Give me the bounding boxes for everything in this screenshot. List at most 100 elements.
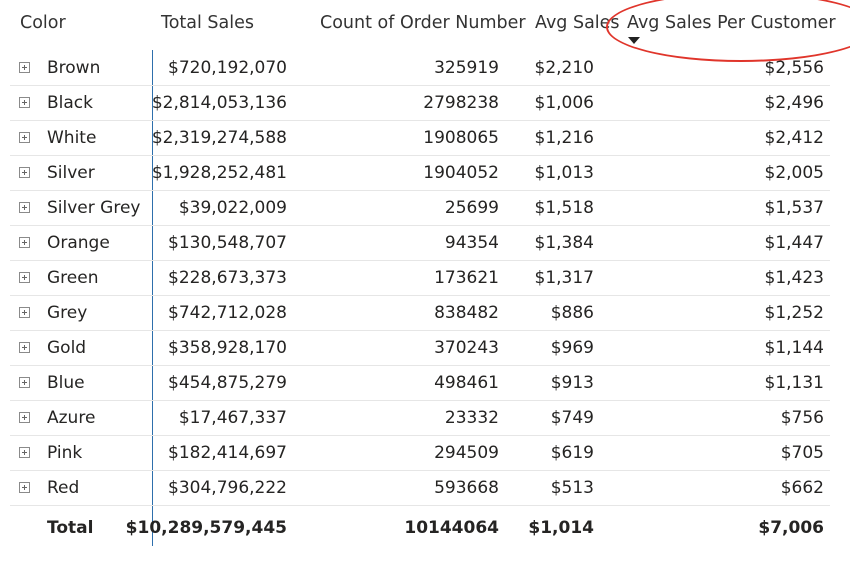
cell-avg-per-customer: $2,496 [764,93,824,113]
row-separator [10,85,830,86]
expand-plus-icon[interactable] [19,447,30,458]
row-separator [10,120,830,121]
total-row: Total $10,289,579,445 10144064 $1,014 $7… [0,511,830,546]
cell-count: 23332 [444,408,499,428]
row-separator [10,505,830,506]
cell-count: 593668 [434,478,499,498]
row-separator [10,225,830,226]
expand-plus-icon[interactable] [19,62,30,73]
header-color[interactable]: Color [20,12,66,33]
cell-count: 94354 [444,233,499,253]
table-row: Silver $1,928,252,481 1904052 $1,013 $2,005 [0,156,830,191]
row-separator [10,295,830,296]
cell-color: Azure [47,408,96,428]
expand-plus-icon[interactable] [19,202,30,213]
cell-count: 325919 [434,58,499,78]
cell-count: 1904052 [423,163,499,183]
expand-plus-icon[interactable] [19,167,30,178]
cell-total-sales: $2,814,053,136 [151,93,287,113]
cell-color: Silver [47,163,95,183]
cell-total-sales: $39,022,009 [178,198,287,218]
cell-avg-per-customer: $1,252 [764,303,824,323]
row-separator [10,155,830,156]
table-row: Orange $130,548,707 94354 $1,384 $1,447 [0,226,830,261]
cell-count: 294509 [434,443,499,463]
table-row: Green $228,673,373 173621 $1,317 $1,423 [0,261,830,296]
total-avg-per-customer-value: $7,006 [758,518,824,538]
cell-total-sales: $130,548,707 [168,233,287,253]
cell-color: Black [47,93,93,113]
column-divider [152,50,153,546]
cell-avg-per-customer: $2,005 [764,163,824,183]
cell-color: Red [47,478,80,498]
cell-avg-sales: $969 [550,338,594,358]
cell-avg-per-customer: $756 [780,408,824,428]
cell-total-sales: $358,928,170 [168,338,287,358]
cell-avg-sales: $2,210 [534,58,594,78]
table-row: Red $304,796,222 593668 $513 $662 [0,471,830,506]
cell-avg-sales: $513 [550,478,594,498]
cell-total-sales: $2,319,274,588 [151,128,287,148]
cell-color: Green [47,268,99,288]
table-row: Azure $17,467,337 23332 $749 $756 [0,401,830,436]
expand-plus-icon[interactable] [19,237,30,248]
cell-color: Gold [47,338,87,358]
expand-plus-icon[interactable] [19,307,30,318]
cell-count: 1908065 [423,128,499,148]
cell-avg-per-customer: $1,131 [764,373,824,393]
cell-avg-sales: $1,317 [534,268,594,288]
table-row: Blue $454,875,279 498461 $913 $1,131 [0,366,830,401]
cell-count: 173621 [434,268,499,288]
cell-color: Brown [47,58,101,78]
cell-count: 838482 [434,303,499,323]
expand-plus-icon[interactable] [19,342,30,353]
cell-count: 2798238 [423,93,499,113]
cell-avg-sales: $1,518 [534,198,594,218]
cell-avg-sales: $1,216 [534,128,594,148]
row-separator [10,365,830,366]
cell-avg-per-customer: $1,447 [764,233,824,253]
cell-avg-sales: $1,013 [534,163,594,183]
expand-plus-icon[interactable] [19,97,30,108]
cell-total-sales: $742,712,028 [168,303,287,323]
cell-total-sales: $182,414,697 [168,443,287,463]
cell-avg-per-customer: $662 [780,478,824,498]
header-count-of-order-number[interactable]: Count of Order Number [320,12,526,33]
cell-avg-per-customer: $705 [780,443,824,463]
cell-avg-sales: $913 [550,373,594,393]
cell-color: Silver Grey [47,198,141,218]
cell-avg-sales: $1,384 [534,233,594,253]
cell-avg-per-customer: $1,537 [764,198,824,218]
row-separator [10,470,830,471]
cell-total-sales: $17,467,337 [178,408,287,428]
cell-count: 370243 [434,338,499,358]
table-row: White $2,319,274,588 1908065 $1,216 $2,412 [0,121,830,156]
cell-color: Pink [47,443,83,463]
expand-plus-icon[interactable] [19,132,30,143]
expand-plus-icon[interactable] [19,482,30,493]
table-row: Pink $182,414,697 294509 $619 $705 [0,436,830,471]
expand-plus-icon[interactable] [19,412,30,423]
row-separator [10,400,830,401]
total-avg-sales-value: $1,014 [528,518,594,538]
red-highlight-ellipse [606,0,850,62]
cell-count: 25699 [444,198,499,218]
expand-plus-icon[interactable] [19,272,30,283]
cell-count: 498461 [434,373,499,393]
table-row: Gold $358,928,170 370243 $969 $1,144 [0,331,830,366]
table-row: Silver Grey $39,022,009 25699 $1,518 $1,537 [0,191,830,226]
cell-total-sales: $304,796,222 [168,478,287,498]
cell-total-sales: $454,875,279 [168,373,287,393]
cell-color: Orange [47,233,110,253]
expand-plus-icon[interactable] [19,377,30,388]
cell-avg-per-customer: $1,423 [764,268,824,288]
cell-avg-sales: $1,006 [534,93,594,113]
header-avg-sales[interactable]: Avg Sales [535,12,620,33]
row-separator [10,330,830,331]
cell-color: Grey [47,303,88,323]
cell-color: Blue [47,373,85,393]
table-row: Brown $720,192,070 325919 $2,210 $2,556 [0,51,830,86]
cell-avg-sales: $749 [550,408,594,428]
header-total-sales[interactable]: Total Sales [161,12,255,33]
cell-avg-per-customer: $1,144 [764,338,824,358]
